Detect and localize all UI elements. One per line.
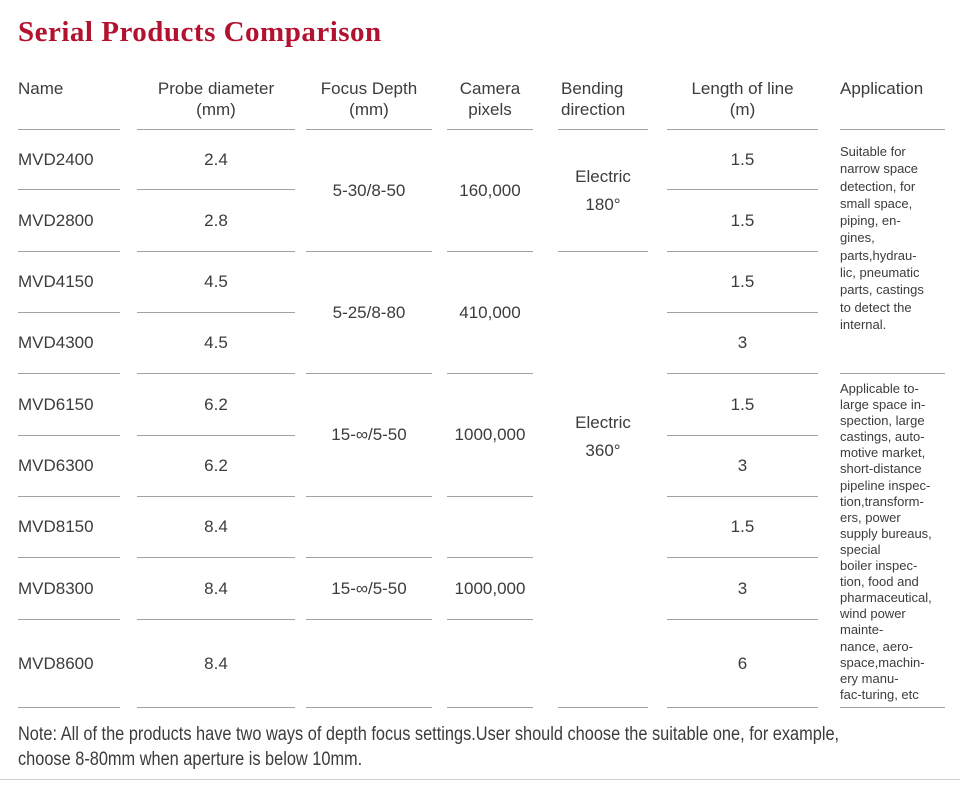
footnote: Note: All of the products have two ways … (18, 724, 840, 770)
header-app: Application (840, 75, 945, 130)
focus-cell (306, 620, 432, 708)
name-cell: MVD2800 (18, 190, 120, 252)
probe-cell: 8.4 (137, 497, 295, 558)
probe-cell: 8.4 (137, 620, 295, 708)
header-name: Name (18, 75, 120, 130)
probe-cell: 4.5 (137, 313, 295, 374)
focus-cell: 15-∞/5-50 (306, 558, 432, 620)
header-bending: Bending direction (558, 75, 648, 130)
name-cell: MVD8600 (18, 620, 120, 708)
bending-cell: Electric 360° (558, 252, 648, 708)
bending-cell: Electric 180° (558, 130, 648, 252)
header-length: Length of line (m) (667, 75, 818, 130)
page-title: Serial Products Comparison (18, 16, 382, 48)
probe-cell: 2.4 (137, 130, 295, 190)
camera-cell: 410,000 (447, 252, 533, 374)
camera-cell: 160,000 (447, 130, 533, 252)
application-cell: Applicable to-large space in-spection, l… (840, 374, 945, 708)
comparison-table: Name Probe diameter (mm) Focus Depth (mm) Cam… (18, 75, 945, 708)
name-cell: MVD4150 (18, 252, 120, 313)
focus-cell: 5-30/8-50 (306, 130, 432, 252)
camera-cell (447, 497, 533, 558)
name-cell: MVD2400 (18, 130, 120, 190)
probe-cell: 6.2 (137, 374, 295, 436)
probe-cell: 6.2 (137, 436, 295, 497)
name-cell: MVD6300 (18, 436, 120, 497)
length-cell: 3 (667, 313, 818, 374)
length-cell: 1.5 (667, 130, 818, 190)
bottom-divider (0, 779, 960, 780)
probe-cell: 8.4 (137, 558, 295, 620)
length-cell: 1.5 (667, 374, 818, 436)
name-cell: MVD8150 (18, 497, 120, 558)
length-cell: 1.5 (667, 497, 818, 558)
header-camera: Camera pixels (447, 75, 533, 130)
probe-cell: 4.5 (137, 252, 295, 313)
application-cell: Suitable for narrow space detection, for sm… (840, 130, 945, 374)
length-cell: 6 (667, 620, 818, 708)
header-focus: Focus Depth (mm) (306, 75, 432, 130)
name-cell: MVD8300 (18, 558, 120, 620)
length-cell: 1.5 (667, 190, 818, 252)
probe-cell: 2.8 (137, 190, 295, 252)
focus-cell (306, 497, 432, 558)
focus-cell: 15-∞/5-50 (306, 374, 432, 497)
camera-cell: 1000,000 (447, 558, 533, 620)
name-cell: MVD4300 (18, 313, 120, 374)
name-cell: MVD6150 (18, 374, 120, 436)
length-cell: 1.5 (667, 252, 818, 313)
header-probe: Probe diameter (mm) (137, 75, 295, 130)
length-cell: 3 (667, 436, 818, 497)
length-cell: 3 (667, 558, 818, 620)
camera-cell (447, 620, 533, 708)
camera-cell: 1000,000 (447, 374, 533, 497)
focus-cell: 5-25/8-80 (306, 252, 432, 374)
